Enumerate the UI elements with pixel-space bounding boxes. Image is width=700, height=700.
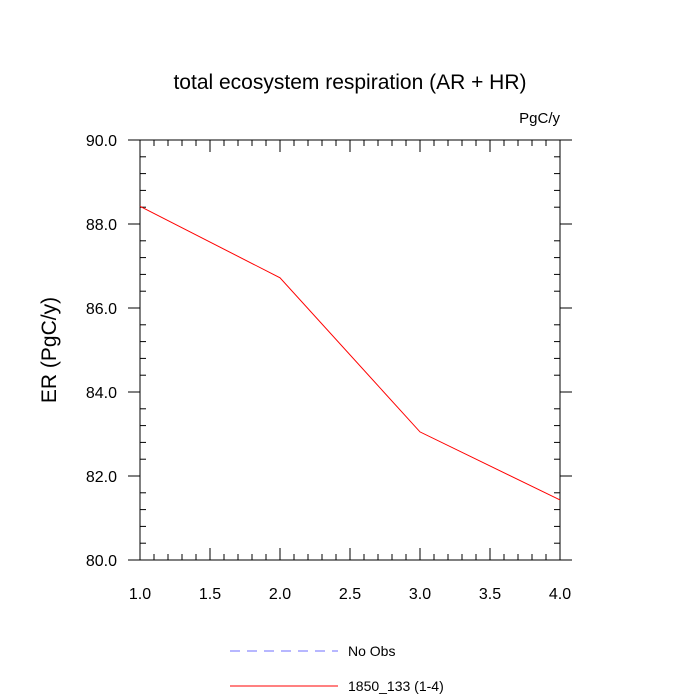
units-label: PgC/y bbox=[519, 110, 560, 127]
legend-label: No Obs bbox=[348, 643, 395, 659]
x-tick-label: 1.0 bbox=[129, 586, 151, 603]
y-tick-label: 82.0 bbox=[86, 469, 117, 486]
x-tick-label: 2.0 bbox=[269, 586, 291, 603]
y-tick-label: 84.0 bbox=[86, 385, 117, 402]
x-tick-label: 3.0 bbox=[409, 586, 431, 603]
y-tick-label: 88.0 bbox=[86, 217, 117, 234]
x-tick-labels: 1.0 1.5 2.0 2.5 3.0 3.5 4.0 bbox=[129, 586, 571, 603]
y-tick-label: 80.0 bbox=[86, 553, 117, 570]
y-tick-label: 86.0 bbox=[86, 301, 117, 318]
y-axis-label: ER (PgC/y) bbox=[38, 297, 61, 403]
x-tick-label: 3.5 bbox=[479, 586, 501, 603]
plot-frame bbox=[139, 139, 561, 561]
x-tick-label: 2.5 bbox=[339, 586, 361, 603]
y-tick-label: 90.0 bbox=[86, 133, 117, 150]
legend-label: 1850_133 (1-4) bbox=[348, 678, 444, 694]
y-tick-labels: 80.0 82.0 84.0 86.0 88.0 90.0 bbox=[86, 133, 117, 570]
axis-ticks bbox=[128, 139, 572, 561]
series-line-0 bbox=[139, 205, 561, 501]
legend: No Obs 1850_133 (1-4) bbox=[230, 643, 444, 694]
chart-title: total ecosystem respiration (AR + HR) bbox=[173, 71, 526, 94]
series-layer bbox=[139, 205, 561, 501]
x-tick-label: 4.0 bbox=[549, 586, 571, 603]
x-tick-label: 1.5 bbox=[199, 586, 221, 603]
